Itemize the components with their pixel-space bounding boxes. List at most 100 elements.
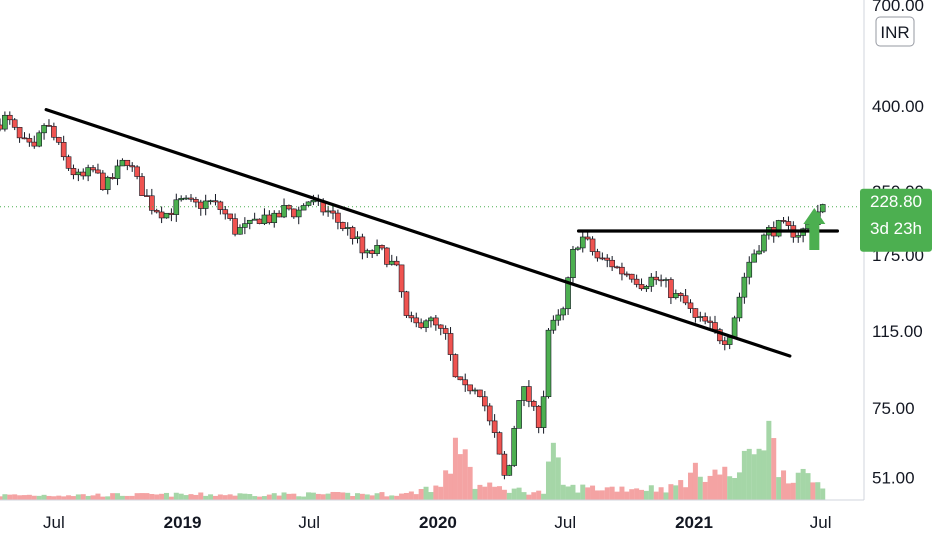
candle [575, 246, 581, 251]
candle [506, 464, 513, 476]
time-tick-label: Jul [298, 513, 320, 532]
candle [677, 292, 684, 302]
volume-bar [320, 494, 326, 500]
candle [741, 272, 748, 304]
candle [584, 231, 591, 241]
volume-bar [105, 496, 111, 500]
volume-bar [457, 454, 463, 500]
candle [477, 389, 483, 398]
volume-bar [129, 495, 135, 500]
volume-bar [286, 493, 292, 500]
volume-bar [575, 492, 581, 500]
candle [579, 231, 586, 253]
candle [633, 274, 640, 288]
volume-bar [673, 485, 679, 500]
volume-bar [619, 486, 625, 500]
candle [70, 164, 77, 180]
candle [511, 425, 518, 467]
candle [271, 210, 278, 228]
candle [227, 213, 233, 221]
volume-bar [477, 484, 483, 500]
volume-bar [12, 494, 18, 500]
volume-bar [692, 462, 698, 500]
candle [403, 290, 410, 318]
volume-bar [354, 493, 360, 500]
candle [550, 315, 557, 334]
volume-bar [266, 494, 272, 500]
currency-button[interactable]: INR [875, 16, 915, 47]
volume-bar [188, 494, 194, 500]
volume-bar [820, 488, 826, 500]
volume-bar [144, 493, 150, 500]
candle [305, 201, 312, 208]
volume-bar [776, 477, 782, 500]
volume-bar [139, 493, 145, 500]
bar-countdown: 3d 23h [870, 219, 922, 238]
price-tick-label: 75.00 [872, 399, 915, 418]
candle [707, 316, 713, 330]
volume-bar [193, 494, 199, 500]
candle [628, 273, 635, 283]
volume-bar [335, 492, 341, 500]
volume-bar [408, 491, 414, 500]
currency-label: INR [880, 23, 909, 42]
volume-bar [21, 495, 27, 500]
volume-bar [261, 496, 267, 500]
candle [442, 325, 449, 340]
breakout-arrow-icon [803, 208, 826, 250]
volume-bar [374, 493, 380, 500]
candle [300, 203, 307, 211]
volume-bar [212, 495, 218, 500]
volume-bar [438, 486, 444, 500]
volume-bar [26, 494, 32, 500]
volume-bar [208, 494, 214, 500]
volume-bar [702, 481, 708, 500]
volume-bar [306, 492, 312, 500]
candle [374, 239, 380, 257]
volume-bar [198, 492, 204, 500]
volume-bar [119, 495, 125, 500]
candle [570, 245, 576, 284]
volume-bar [384, 496, 390, 500]
volume-bar [364, 494, 370, 500]
candle [780, 217, 787, 224]
volume-bar [124, 495, 130, 500]
candle [384, 247, 390, 268]
volume-bar [203, 495, 209, 500]
candle [501, 451, 508, 480]
candle [188, 194, 194, 202]
candle [496, 431, 503, 455]
candle [462, 373, 469, 392]
candle [491, 414, 498, 438]
time-tick-label: Jul [554, 513, 576, 532]
volume-bar [149, 494, 155, 500]
volume-bar [394, 495, 400, 500]
volume-bar [472, 488, 478, 500]
candle [222, 206, 229, 220]
volume-bar [521, 492, 527, 500]
time-tick-label: 2020 [419, 513, 457, 532]
trendline[interactable] [44, 108, 792, 358]
volume-bar [462, 449, 468, 500]
volume-bar [70, 496, 76, 500]
time-axis[interactable]: Jul 2019 Jul 2020 Jul 2021 Jul [43, 513, 831, 532]
volume-bar [237, 493, 243, 500]
candle [359, 233, 366, 260]
volume-bar [800, 468, 806, 500]
candle [408, 311, 415, 323]
candle [756, 245, 762, 255]
candle [761, 233, 767, 253]
candle [746, 256, 753, 285]
volume-bar [648, 485, 654, 500]
candle [153, 208, 160, 214]
volume-bar [629, 489, 635, 500]
candle [682, 288, 689, 306]
candle [237, 224, 243, 235]
candle [256, 218, 263, 225]
volume-bar [227, 494, 233, 500]
volume-bar [340, 492, 346, 500]
volume-bar [301, 496, 307, 500]
volume-bar [815, 482, 821, 500]
candle [437, 324, 444, 336]
